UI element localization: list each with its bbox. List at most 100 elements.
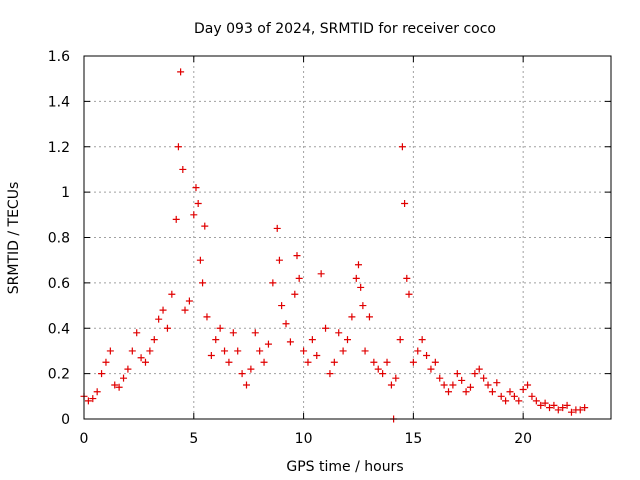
x-tick-label: 15 (404, 431, 422, 447)
y-tick-label: 0.6 (48, 276, 70, 292)
data-point-marker (445, 388, 453, 396)
data-point-marker (273, 224, 281, 232)
data-point-marker (458, 376, 466, 384)
data-point-marker (563, 401, 571, 409)
data-point-marker (392, 374, 400, 382)
data-point-marker (286, 338, 294, 346)
data-point-marker (339, 347, 347, 355)
data-point-marker (282, 320, 290, 328)
data-point-marker (361, 347, 369, 355)
data-point-marker (480, 374, 488, 382)
data-point-marker (471, 370, 479, 378)
data-point-marker (510, 392, 518, 400)
data-point-marker (453, 370, 461, 378)
y-tick-label: 0 (61, 412, 70, 428)
data-point-marker (581, 404, 589, 412)
data-point-marker (93, 388, 101, 396)
data-point-marker (247, 365, 255, 373)
data-point-marker (264, 340, 272, 348)
data-point-marker (541, 399, 549, 407)
data-point-marker (317, 270, 325, 278)
data-point-marker (159, 306, 167, 314)
data-point-marker (414, 347, 422, 355)
data-point-marker (199, 279, 207, 287)
data-point-marker (359, 302, 367, 310)
data-point-marker (354, 261, 362, 269)
data-point-marker (111, 381, 119, 389)
data-point-marker (401, 199, 409, 207)
y-tick-label: 1.2 (48, 140, 70, 156)
data-point-marker (344, 336, 351, 344)
data-point-marker (475, 365, 483, 373)
data-point-marker (403, 274, 411, 282)
data-point-marker (291, 290, 299, 298)
data-point-marker (440, 381, 448, 389)
data-point-marker (418, 336, 426, 344)
data-point-marker (449, 381, 457, 389)
data-point-marker (370, 358, 378, 366)
data-point-marker (229, 329, 237, 337)
data-point-marker (398, 143, 406, 151)
data-point-marker (423, 351, 431, 359)
data-point-marker (278, 302, 286, 310)
data-point-marker (374, 365, 382, 373)
data-point-marker (201, 222, 209, 230)
data-point-marker (212, 336, 220, 344)
y-tick-label: 1.4 (48, 94, 70, 110)
data-point-marker (146, 347, 154, 355)
data-point-marker (269, 279, 277, 287)
data-point-marker (519, 386, 527, 394)
data-point-marker (155, 315, 163, 323)
data-point-marker (326, 370, 334, 378)
data-point-marker (137, 354, 145, 362)
data-point-marker (251, 329, 259, 337)
data-point-marker (304, 358, 312, 366)
data-point-marker (185, 297, 193, 305)
data-point-marker (177, 68, 185, 76)
data-point-marker (168, 290, 176, 298)
x-axis-label: GPS time / hours (286, 459, 403, 475)
data-point-marker (554, 406, 562, 414)
data-point-marker (196, 256, 204, 264)
data-point-marker (172, 215, 180, 223)
marks-layer (80, 68, 589, 423)
data-point-marker (163, 324, 171, 332)
data-point-marker (528, 392, 536, 400)
data-point-marker (436, 374, 444, 382)
y-tick-label: 0.8 (48, 231, 70, 247)
data-point-marker (330, 358, 338, 366)
data-point-marker (84, 397, 92, 405)
data-point-marker (488, 388, 496, 396)
data-point-marker (431, 358, 439, 366)
data-point-marker (295, 274, 303, 282)
data-point-marker (120, 374, 128, 382)
data-point-marker (493, 379, 501, 387)
data-point-marker (322, 324, 330, 332)
y-tick-label: 1 (61, 185, 70, 201)
data-point-marker (352, 274, 360, 282)
data-point-marker (405, 290, 413, 298)
data-point-marker (427, 365, 435, 373)
data-point-marker (313, 351, 321, 359)
ticks-layer: 0 5 10 15 20 0 0.2 0.4 0.6 0.8 1 1.2 1.4 1.6 (48, 49, 611, 447)
y-axis-label: SRMTID / TECUs (6, 182, 22, 295)
y-tick-label: 1.6 (48, 49, 70, 65)
data-point-marker (559, 404, 567, 412)
grid-layer (84, 56, 611, 419)
data-point-marker (383, 358, 391, 366)
data-point-marker (181, 306, 189, 314)
data-point-marker (524, 381, 532, 389)
data-point-marker (128, 347, 136, 355)
data-point-marker (546, 404, 554, 412)
data-point-marker (102, 358, 110, 366)
data-point-marker (179, 165, 187, 173)
data-point-marker (567, 408, 575, 416)
data-point-marker (506, 388, 514, 396)
data-point-marker (242, 381, 250, 389)
data-point-marker (238, 370, 246, 378)
x-tick-label: 0 (80, 431, 89, 447)
data-point-marker (133, 329, 141, 337)
data-point-marker (497, 392, 505, 400)
data-point-marker (357, 283, 365, 291)
data-point-marker (221, 347, 229, 355)
